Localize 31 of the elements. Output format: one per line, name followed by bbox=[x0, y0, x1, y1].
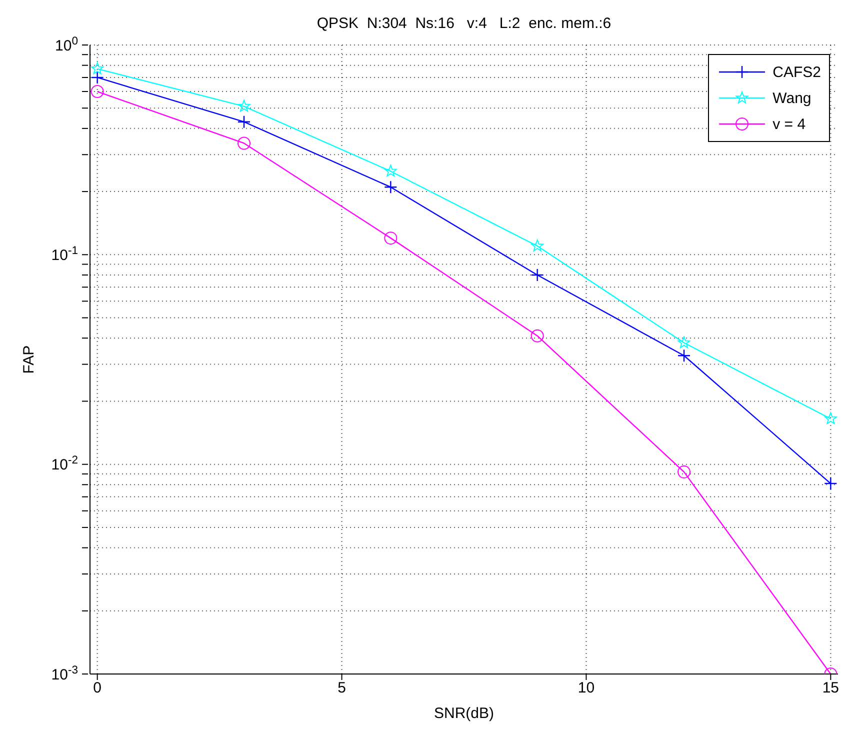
y-tick-label: 10$^{-1}$ bbox=[51, 244, 78, 264]
y-tick-label: 10$^{-3}$ bbox=[51, 664, 78, 684]
legend-label: v = 4 bbox=[772, 116, 806, 132]
x-tick-label: 15 bbox=[822, 680, 840, 697]
point bbox=[384, 232, 398, 245]
x-tick-label: 0 bbox=[93, 680, 102, 697]
point bbox=[384, 164, 397, 177]
y-tick-label: 10$^{0}$ bbox=[55, 35, 78, 54]
point bbox=[237, 115, 251, 128]
point bbox=[238, 136, 250, 150]
point bbox=[530, 329, 544, 342]
point bbox=[384, 180, 398, 194]
legend-label: CAFS2 bbox=[772, 64, 821, 80]
x-axis-title: SNR(dB) bbox=[434, 705, 494, 722]
x-tick-label: 10 bbox=[578, 680, 595, 697]
point bbox=[531, 239, 544, 252]
chart-title: QPSK N:304 Ns:16 v:4 L:2 enc. mem.:6 bbox=[316, 15, 612, 32]
point bbox=[678, 465, 690, 478]
legend-label: Wang bbox=[772, 90, 812, 106]
x-tick-label: 5 bbox=[338, 680, 346, 697]
point bbox=[824, 476, 838, 490]
point bbox=[824, 412, 837, 424]
point bbox=[90, 70, 104, 84]
point bbox=[90, 85, 104, 98]
point bbox=[677, 349, 691, 362]
point bbox=[238, 100, 250, 112]
point bbox=[678, 336, 690, 348]
point bbox=[91, 62, 104, 74]
y-axis-title: FAP bbox=[20, 345, 38, 374]
y-tick-label: 10$^{-2}$ bbox=[51, 454, 78, 474]
point bbox=[530, 268, 544, 282]
